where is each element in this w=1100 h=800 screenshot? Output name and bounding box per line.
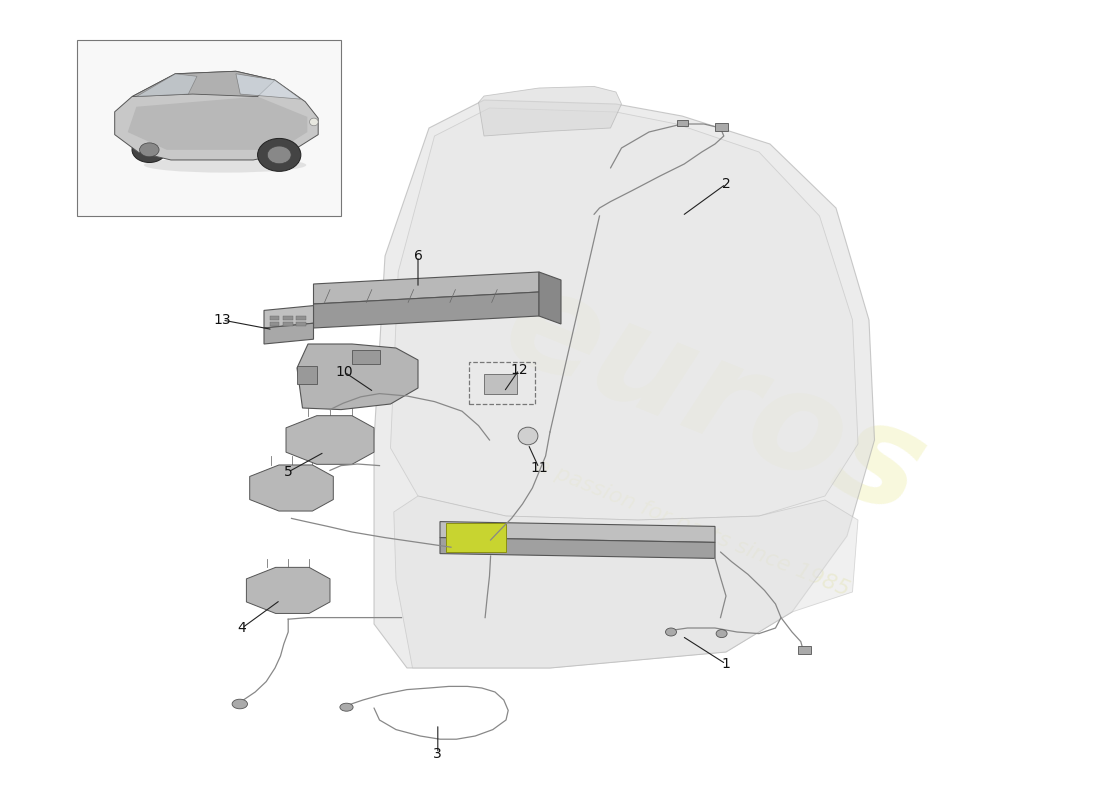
Polygon shape — [314, 272, 539, 304]
Bar — [296, 316, 306, 320]
Text: 3: 3 — [433, 746, 442, 761]
Text: 4: 4 — [238, 621, 246, 635]
Ellipse shape — [232, 699, 248, 709]
Bar — [296, 322, 306, 326]
Text: euros: euros — [486, 255, 944, 545]
Text: 1: 1 — [722, 657, 730, 671]
Bar — [283, 316, 293, 320]
Bar — [484, 374, 517, 394]
Ellipse shape — [309, 118, 318, 126]
Ellipse shape — [132, 137, 167, 162]
Polygon shape — [478, 86, 622, 136]
Text: 2: 2 — [722, 177, 730, 191]
Bar — [446, 523, 506, 552]
Bar — [270, 322, 279, 326]
Polygon shape — [264, 323, 314, 344]
Polygon shape — [250, 465, 333, 511]
Bar — [352, 350, 379, 364]
Text: 5: 5 — [284, 465, 293, 479]
Polygon shape — [390, 108, 858, 520]
Text: 10: 10 — [336, 365, 353, 379]
Polygon shape — [440, 538, 715, 558]
Text: 12: 12 — [510, 362, 528, 377]
Polygon shape — [114, 71, 318, 160]
Polygon shape — [314, 292, 539, 328]
Text: 13: 13 — [213, 313, 231, 327]
Ellipse shape — [257, 138, 301, 171]
Bar — [77, 40, 341, 216]
Bar — [469, 362, 535, 404]
Polygon shape — [128, 97, 307, 150]
Polygon shape — [132, 71, 275, 97]
Polygon shape — [246, 567, 330, 614]
Ellipse shape — [140, 143, 159, 157]
Ellipse shape — [144, 158, 306, 173]
Polygon shape — [539, 272, 561, 324]
Text: 11: 11 — [530, 461, 548, 475]
Polygon shape — [297, 344, 418, 410]
Polygon shape — [394, 496, 858, 668]
Text: a passion for parts since 1985: a passion for parts since 1985 — [534, 456, 852, 600]
Ellipse shape — [267, 146, 292, 164]
Bar — [297, 366, 317, 384]
Bar — [715, 123, 728, 131]
Polygon shape — [440, 522, 715, 542]
Ellipse shape — [340, 703, 353, 711]
Polygon shape — [136, 74, 197, 97]
Polygon shape — [235, 74, 301, 99]
Polygon shape — [264, 306, 314, 328]
Bar — [676, 120, 688, 126]
Ellipse shape — [716, 630, 727, 638]
Ellipse shape — [666, 628, 676, 636]
Polygon shape — [374, 100, 874, 668]
Ellipse shape — [518, 427, 538, 445]
Text: 6: 6 — [414, 249, 422, 263]
Bar — [798, 646, 811, 654]
Bar — [270, 316, 279, 320]
Bar — [283, 322, 293, 326]
Polygon shape — [286, 416, 374, 464]
